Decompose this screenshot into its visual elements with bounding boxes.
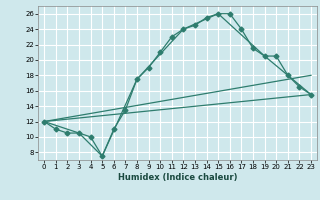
X-axis label: Humidex (Indice chaleur): Humidex (Indice chaleur): [118, 173, 237, 182]
